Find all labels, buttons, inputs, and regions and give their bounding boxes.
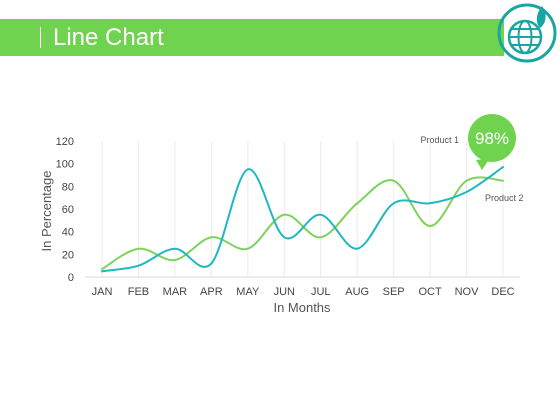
page-title: Line Chart xyxy=(53,24,164,51)
x-tick-label: MAY xyxy=(236,286,260,298)
y-tick-label: 60 xyxy=(62,204,74,216)
y-tick-label: 40 xyxy=(62,227,74,239)
x-tick-label: FEB xyxy=(128,286,149,298)
series-line-product-1 xyxy=(101,166,504,273)
series-line-product-2 xyxy=(101,176,504,271)
callout-bubble: 98% xyxy=(468,114,516,170)
x-axis-label: In Months xyxy=(273,300,331,315)
globe-leaf-icon xyxy=(497,3,557,63)
x-tick-label: DEC xyxy=(491,286,514,298)
legend-label-product-2: Product 2 xyxy=(485,193,524,203)
x-tick-label: APR xyxy=(200,286,223,298)
y-axis-label: In Percentage xyxy=(39,171,54,252)
x-tick-label: NOV xyxy=(455,286,480,298)
series-layer xyxy=(101,166,504,273)
x-tick-label: JUL xyxy=(311,286,331,298)
x-tick-label: OCT xyxy=(418,286,442,298)
x-tick-label: MAR xyxy=(163,286,188,298)
y-tick-label: 120 xyxy=(56,136,74,148)
header-bar: Line Chart xyxy=(0,19,504,56)
y-tick-label: 80 xyxy=(62,181,74,193)
x-tick-label: SEP xyxy=(383,286,405,298)
chart-grid xyxy=(101,141,504,277)
header-divider xyxy=(40,27,41,48)
y-axis-ticks: 0 20 40 60 80 100 120 xyxy=(56,136,74,284)
legend-label-product-1: Product 1 xyxy=(420,135,459,145)
callout-value: 98% xyxy=(475,129,509,148)
x-tick-label: JAN xyxy=(92,286,113,298)
y-tick-label: 20 xyxy=(62,249,74,261)
y-tick-label: 100 xyxy=(56,159,74,171)
x-tick-label: JUN xyxy=(274,286,295,298)
x-axis-ticks: JAN FEB MAR APR MAY JUN JUL AUG SEP OCT NOV DEC xyxy=(92,286,515,298)
y-tick-label: 0 xyxy=(68,272,74,284)
x-tick-label: AUG xyxy=(345,286,369,298)
